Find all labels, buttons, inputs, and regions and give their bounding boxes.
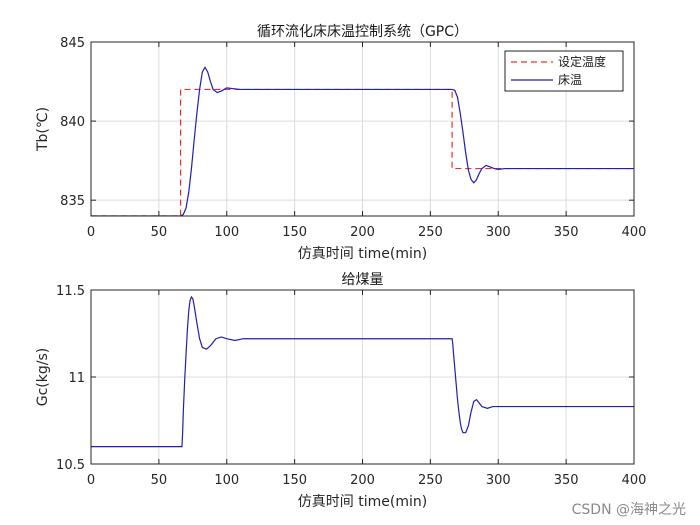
y-tick-label: 840 xyxy=(60,115,85,130)
x-axis-label: 仿真时间 time(min) xyxy=(298,246,427,262)
x-tick-label: 200 xyxy=(350,225,375,240)
subplot-2: 0 50 100 150 200 250 300 350 400 10.5 11 11.5 给煤量仿真时… xyxy=(35,272,646,510)
y-tick-label: 11.5 xyxy=(56,284,85,299)
legend-label: 设定温度 xyxy=(558,54,606,69)
chart-title: 给煤量 xyxy=(342,272,384,288)
x-tick-label: 150 xyxy=(282,473,307,488)
x-tick-label: 50 xyxy=(151,473,168,488)
x-tick-label: 400 xyxy=(622,473,647,488)
series-line-series-1 xyxy=(91,295,634,448)
x-tick-label: 250 xyxy=(418,225,443,240)
y-axis-label: Tb(℃) xyxy=(35,107,51,152)
y-tick-label: 11 xyxy=(68,371,85,386)
y-axis-label: Gc(kg/s) xyxy=(35,348,51,406)
x-tick-label: 50 xyxy=(151,225,168,240)
x-tick-label: 400 xyxy=(622,225,647,240)
x-tick-label: 150 xyxy=(282,225,307,240)
x-tick-label: 250 xyxy=(418,473,443,488)
chart-title: 循环流化床床温控制系统（GPC） xyxy=(257,24,468,40)
x-tick-label: 0 xyxy=(87,473,95,488)
x-tick-label: 300 xyxy=(486,473,511,488)
x-tick-label: 100 xyxy=(214,225,239,240)
y-tick-label: 835 xyxy=(60,194,85,209)
x-tick-label: 300 xyxy=(486,225,511,240)
x-tick-label: 350 xyxy=(554,225,579,240)
axes-box xyxy=(90,41,635,217)
x-tick-label: 100 xyxy=(214,473,239,488)
x-tick-label: 200 xyxy=(350,473,375,488)
x-axis-label: 仿真时间 time(min) xyxy=(298,494,427,510)
axes-box xyxy=(90,289,635,465)
y-tick-label: 845 xyxy=(60,36,85,51)
legend-box xyxy=(504,50,624,92)
subplot-1: 0 50 100 150 200 250 300 350 400 835 840 845 循环流化床床温… xyxy=(35,24,646,262)
x-tick-label: 0 xyxy=(87,225,95,240)
y-tick-label: 10.5 xyxy=(56,458,85,473)
legend-label: 床温 xyxy=(558,73,582,87)
x-tick-label: 350 xyxy=(554,473,579,488)
watermark: CSDN @海神之光 xyxy=(571,502,686,518)
series-line-床温 xyxy=(91,66,634,216)
